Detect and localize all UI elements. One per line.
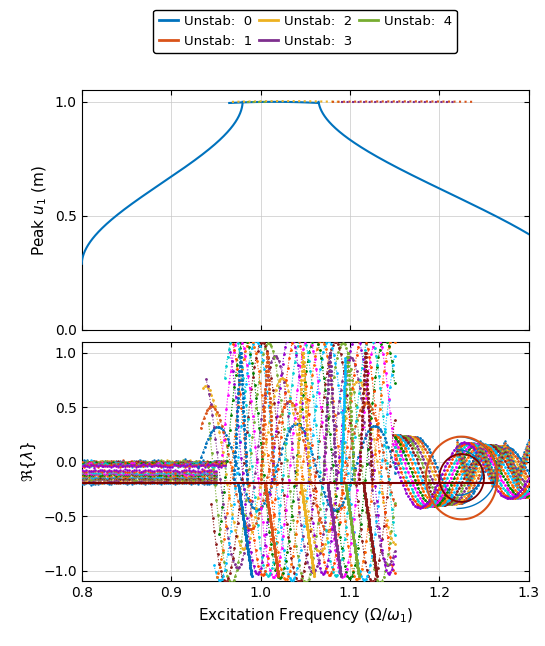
Y-axis label: Peak $u_1$ (m): Peak $u_1$ (m) <box>31 165 50 256</box>
Y-axis label: $\Re\{\lambda\}$: $\Re\{\lambda\}$ <box>19 441 38 482</box>
Legend: Unstab:  0, Unstab:  1, Unstab:  2, Unstab:  3, Unstab:  4: Unstab: 0, Unstab: 1, Unstab: 2, Unstab:… <box>153 10 457 53</box>
X-axis label: Excitation Frequency ($\Omega/\omega_1$): Excitation Frequency ($\Omega/\omega_1$) <box>198 606 413 625</box>
